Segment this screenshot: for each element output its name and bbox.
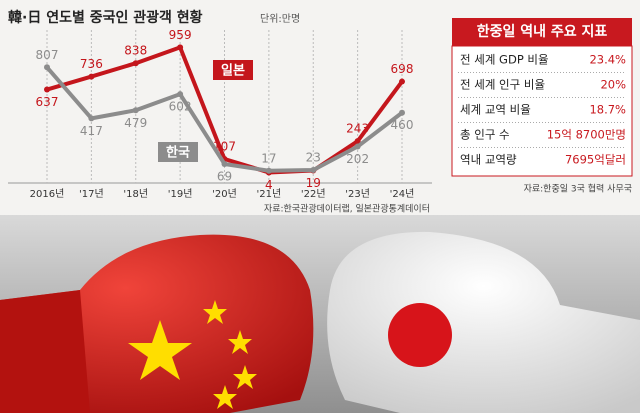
table-row-label: 역내 교역량 — [460, 153, 517, 167]
table-row-value: 20% — [600, 78, 626, 92]
data-label: 637 — [36, 95, 59, 109]
white-glove — [327, 231, 640, 413]
x-tick-label: '18년 — [123, 188, 148, 200]
unit-label: 단위:만명 — [260, 12, 300, 25]
data-label: 243 — [346, 122, 369, 136]
table-row-label: 전 세계 인구 비율 — [460, 78, 545, 92]
data-point — [399, 78, 405, 85]
table-row-value: 23.4% — [589, 53, 626, 67]
x-tick-label: '22년 — [301, 188, 326, 200]
data-label: 23 — [306, 150, 321, 164]
x-tick-label: '24년 — [390, 188, 415, 200]
data-label: 4 — [265, 178, 273, 192]
table-row-label: 총 인구 수 — [460, 128, 510, 142]
data-label: 602 — [169, 100, 192, 114]
x-tick-label: 2016년 — [30, 188, 65, 200]
data-label: 736 — [80, 57, 103, 71]
data-label: 69 — [217, 169, 232, 183]
x-tick-label: '23년 — [345, 188, 370, 200]
x-tick-label: '20년 — [212, 188, 237, 200]
data-label: 807 — [36, 48, 59, 62]
data-point — [310, 166, 317, 173]
x-tick-label: '21년 — [257, 188, 282, 200]
red-glove — [0, 234, 314, 413]
table-row-label: 전 세계 GDP 비율 — [460, 53, 549, 67]
table-source: 자료:한중일 3국 협력 사무국 — [524, 183, 632, 195]
data-point — [177, 91, 184, 98]
data-label: 698 — [391, 62, 414, 76]
legend-label: 일본 — [221, 64, 245, 79]
data-label: 838 — [124, 44, 147, 58]
data-point — [354, 138, 361, 145]
data-label: 417 — [80, 124, 103, 138]
data-point — [177, 44, 184, 51]
data-label: 460 — [391, 118, 414, 132]
legend-label: 한국 — [166, 145, 190, 161]
data-label: 202 — [346, 152, 369, 166]
data-point — [265, 167, 272, 174]
table-row-value: 7695억달러 — [565, 153, 626, 167]
data-label: 959 — [169, 28, 192, 42]
data-point — [399, 109, 405, 116]
chart-source: 자료:한국관광데이터랩, 일본관광통계데이터 — [264, 203, 430, 215]
data-point — [88, 73, 95, 80]
legend-box — [213, 60, 253, 80]
data-point — [44, 64, 50, 71]
table-row-label: 세계 교역 비율 — [460, 103, 531, 117]
data-label: 107 — [213, 139, 236, 153]
legend-box — [158, 142, 198, 162]
data-point — [132, 60, 139, 67]
data-point — [132, 107, 139, 114]
table-title: 한중일 역내 주요 지표 — [477, 23, 608, 40]
data-point — [354, 143, 361, 150]
x-tick-label: '17년 — [79, 188, 104, 200]
data-point — [221, 160, 228, 167]
table-header — [452, 18, 632, 46]
table-body — [451, 45, 633, 177]
x-tick-label: '19년 — [168, 188, 193, 200]
data-label: 479 — [124, 116, 147, 130]
table-row-value: 18.7% — [589, 103, 626, 117]
data-point — [88, 115, 95, 122]
data-label: 17 — [261, 151, 276, 165]
data-point — [44, 86, 50, 93]
data-label: 19 — [306, 176, 321, 190]
table-row-value: 15억 8700만명 — [547, 128, 626, 142]
chart-title: 韓·日 연도별 중국인 관광객 현황 — [8, 9, 203, 26]
